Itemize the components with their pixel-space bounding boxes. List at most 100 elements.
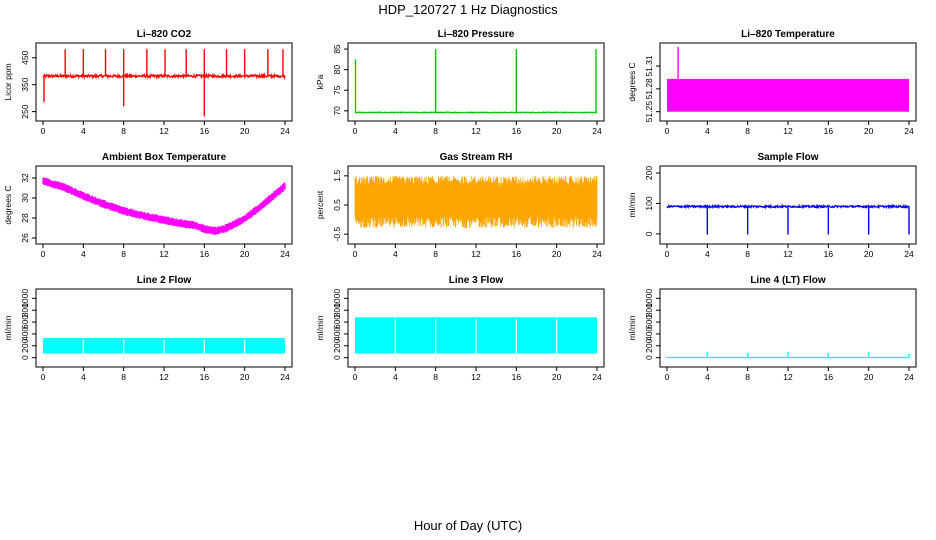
y-tick-label: 400 [20, 327, 30, 341]
series-marks [354, 176, 598, 228]
y-tick-label: 51.28 [644, 78, 654, 100]
plot-frame [35, 42, 293, 122]
y-tick-label: 600 [20, 315, 30, 329]
x-tick-label: 12 [783, 249, 793, 259]
x-tick-label: 4 [81, 249, 86, 259]
x-tick-label: 16 [512, 372, 522, 382]
x-tick-label: 24 [592, 372, 602, 382]
x-tick-label: 16 [200, 126, 210, 136]
y-axis-label: ml/min [627, 192, 637, 217]
y-tick-label: 200 [644, 166, 654, 180]
x-tick-label: 12 [159, 372, 169, 382]
y-tick-label: 400 [644, 327, 654, 341]
y-tick-label: 100 [644, 196, 654, 210]
x-tick-label: 16 [512, 249, 522, 259]
x-tick-label: 4 [393, 249, 398, 259]
y-tick-label: 0 [644, 355, 654, 360]
x-tick-label: 20 [552, 126, 562, 136]
x-tick-label: 0 [41, 126, 46, 136]
chart-title: Gas Stream RH [440, 152, 513, 163]
y-tick-label: 200 [644, 338, 654, 352]
x-tick-label: 0 [353, 126, 358, 136]
y-tick-label: 800 [20, 303, 30, 317]
x-tick-label: 16 [200, 372, 210, 382]
x-tick-label: 0 [353, 372, 358, 382]
x-tick-label: 20 [240, 372, 250, 382]
y-tick-label: 70 [332, 106, 342, 116]
y-tick-label: 32 [20, 173, 30, 183]
x-tick-label: 0 [353, 249, 358, 259]
x-tick-label: 20 [864, 249, 874, 259]
chart-panel: Li–820 CO2 Licor ppm 0 4 8 12 16 20 24 250 350 450 [3, 29, 293, 136]
y-tick-label: 0.5 [332, 199, 342, 211]
x-tick-label: 20 [240, 126, 250, 136]
x-tick-label: 24 [592, 126, 602, 136]
x-tick-label: 24 [280, 126, 290, 136]
y-tick-label: 1.5 [332, 170, 342, 182]
x-tick-label: 12 [159, 249, 169, 259]
x-tick-label: 16 [824, 249, 834, 259]
series-marks [42, 49, 286, 117]
chart-panel: Ambient Box Temperature degrees C 0 4 8 12 16 2… [3, 152, 293, 259]
y-tick-label: 28 [20, 213, 30, 223]
y-tick-label: 1000 [20, 289, 30, 308]
x-tick-label: 4 [81, 126, 86, 136]
y-tick-label: 1000 [332, 289, 342, 308]
y-axis-label: degrees C [3, 185, 13, 224]
y-axis-label: ml/min [315, 315, 325, 340]
x-tick-label: 4 [393, 126, 398, 136]
chart-panel: Gas Stream RH percent 0 4 8 12 16 20 24 -0.5 0.5 1.… [315, 152, 605, 259]
x-tick-label: 4 [393, 372, 398, 382]
x-tick-label: 4 [705, 126, 710, 136]
y-axis-label: ml/min [3, 315, 13, 340]
y-tick-label: 600 [332, 315, 342, 329]
chart-title: Li–820 CO2 [137, 29, 192, 40]
y-axis-label: Licor ppm [3, 63, 13, 100]
global-x-axis-label: Hour of Day (UTC) [413, 518, 523, 533]
x-tick-label: 12 [471, 249, 481, 259]
x-tick-label: 16 [512, 126, 522, 136]
x-tick-label: 8 [121, 249, 126, 259]
chart-title: Line 4 (LT) Flow [750, 275, 826, 286]
x-tick-label: 12 [471, 372, 481, 382]
chart-panel: Li–820 Pressure kPa 0 4 8 12 16 20 24 70 75 80 85 [315, 29, 605, 136]
x-tick-label: 20 [864, 372, 874, 382]
y-tick-label: -0.5 [332, 227, 342, 242]
chart-title: Line 3 Flow [449, 275, 504, 286]
x-tick-label: 8 [745, 249, 750, 259]
y-axis-label: degrees C [627, 62, 637, 101]
y-tick-label: 51.31 [644, 55, 654, 77]
plot-frame [347, 42, 605, 122]
x-tick-label: 8 [433, 249, 438, 259]
x-tick-label: 16 [824, 372, 834, 382]
series-line [666, 203, 910, 210]
x-tick-label: 4 [705, 249, 710, 259]
chart-title: Line 2 Flow [137, 275, 192, 286]
chart-title: Li–820 Temperature [741, 29, 835, 40]
page-title: HDP_120727 1 Hz Diagnostics [378, 2, 558, 17]
x-tick-label: 24 [904, 249, 914, 259]
series-marks [43, 338, 285, 354]
x-tick-label: 0 [665, 372, 670, 382]
x-tick-label: 16 [200, 249, 210, 259]
chart-panel: Sample Flow ml/min 0 4 8 12 16 20 24 0 100 200 [627, 152, 917, 259]
x-tick-label: 12 [783, 372, 793, 382]
y-tick-label: 0 [332, 355, 342, 360]
y-tick-label: 1000 [644, 289, 654, 308]
x-tick-label: 8 [121, 372, 126, 382]
x-tick-label: 0 [41, 372, 46, 382]
y-tick-label: 0 [644, 231, 654, 236]
x-tick-label: 0 [665, 249, 670, 259]
x-tick-label: 24 [904, 126, 914, 136]
chart-panel: Line 4 (LT) Flow ml/min 0 4 8 12 16 20 24 0 200400… [627, 275, 917, 382]
y-tick-label: 0 [20, 355, 30, 360]
x-tick-label: 16 [824, 126, 834, 136]
y-axis-label: kPa [315, 74, 325, 89]
y-axis-label: percent [315, 190, 325, 219]
plot-frame [35, 288, 293, 368]
y-tick-label: 26 [20, 233, 30, 243]
x-tick-label: 24 [904, 372, 914, 382]
series-marks [42, 177, 286, 235]
x-tick-label: 20 [552, 249, 562, 259]
y-tick-label: 80 [332, 65, 342, 75]
